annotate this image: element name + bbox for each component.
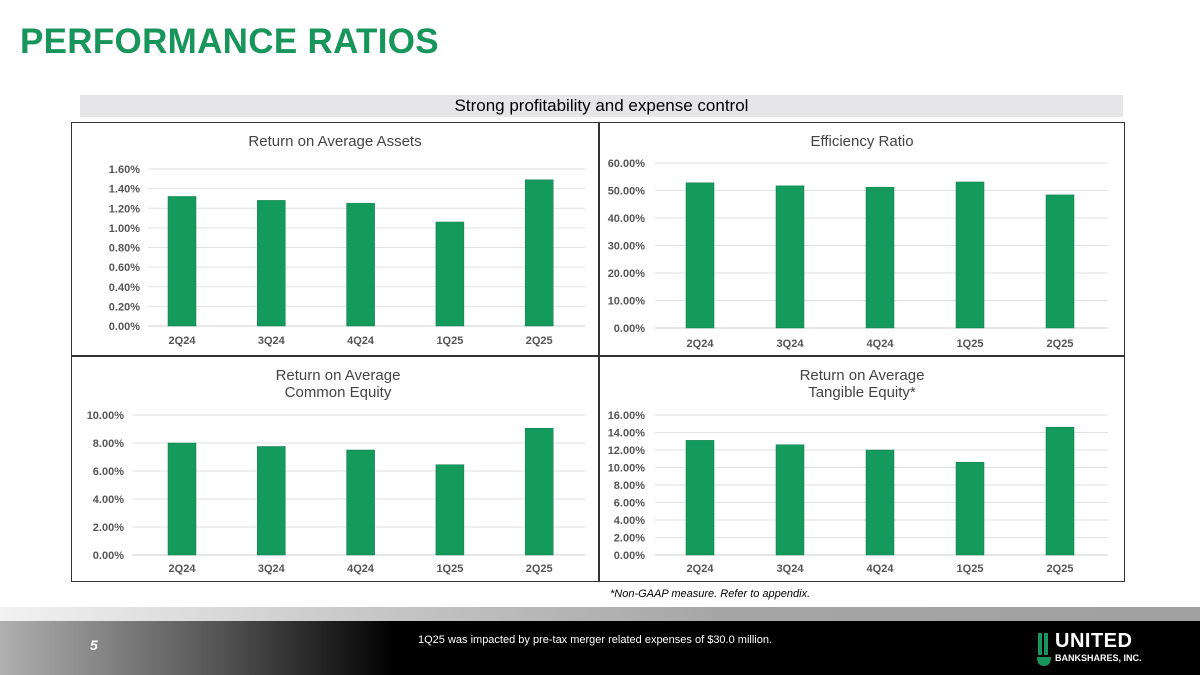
logo-subtext: BANKSHARES, INC. xyxy=(1055,653,1142,663)
bar-2Q24 xyxy=(167,196,197,327)
y-tick-label: 0.20% xyxy=(109,301,140,313)
x-tick-label: 2Q25 xyxy=(1047,563,1074,575)
bar-4Q24 xyxy=(346,449,375,556)
company-logo: UNITED BANKSHARES, INC. xyxy=(1037,630,1147,667)
divider xyxy=(71,355,1125,357)
chart-title: Return on Average Assets xyxy=(248,133,421,150)
y-tick-label: 10.00% xyxy=(87,410,125,422)
y-tick-label: 16.00% xyxy=(608,410,646,422)
y-tick-label: 6.00% xyxy=(93,466,124,478)
y-tick-label: 0.80% xyxy=(109,243,140,255)
chart-title: Return on Average xyxy=(800,367,925,384)
x-tick-label: 4Q24 xyxy=(347,335,375,347)
x-tick-label: 2Q24 xyxy=(169,563,197,575)
x-tick-label: 2Q25 xyxy=(526,335,553,347)
x-tick-label: 3Q24 xyxy=(258,563,286,575)
y-tick-label: 10.00% xyxy=(608,296,646,308)
logo-text: UNITED xyxy=(1055,630,1133,652)
chart-title: Tangible Equity* xyxy=(808,384,916,401)
x-tick-label: 2Q24 xyxy=(687,563,715,575)
x-tick-label: 2Q25 xyxy=(526,563,553,575)
y-tick-label: 2.00% xyxy=(93,522,124,534)
x-tick-label: 4Q24 xyxy=(867,338,895,350)
y-tick-label: 0.60% xyxy=(109,262,140,274)
bar-1Q25 xyxy=(955,181,985,329)
x-tick-label: 3Q24 xyxy=(777,338,805,350)
bar-2Q24 xyxy=(685,182,715,329)
y-tick-label: 40.00% xyxy=(608,213,646,225)
x-tick-label: 3Q24 xyxy=(258,335,286,347)
y-tick-label: 50.00% xyxy=(608,186,646,198)
bar-2Q24 xyxy=(167,442,197,556)
footer xyxy=(0,621,1200,675)
bar-2Q25 xyxy=(524,179,554,327)
footer-strip xyxy=(0,607,1200,621)
y-tick-label: 0.00% xyxy=(614,550,645,562)
bar-3Q24 xyxy=(775,185,805,329)
x-tick-label: 3Q24 xyxy=(777,563,805,575)
y-tick-label: 4.00% xyxy=(93,494,124,506)
page-number: 5 xyxy=(90,637,98,653)
chart-1: Return on Average Assets 0.00% 0.20% 0.40% 0… xyxy=(109,133,585,347)
x-tick-label: 2Q24 xyxy=(687,338,715,350)
bar-1Q25 xyxy=(955,462,985,556)
y-tick-label: 0.00% xyxy=(109,321,140,333)
y-tick-label: 4.00% xyxy=(614,515,645,527)
y-tick-label: 2.00% xyxy=(614,533,645,545)
bar-3Q24 xyxy=(257,200,286,327)
footer-note: 1Q25 was impacted by pre-tax merger rela… xyxy=(418,634,773,646)
y-tick-label: 8.00% xyxy=(93,438,124,450)
y-tick-label: 8.00% xyxy=(614,480,645,492)
y-tick-label: 30.00% xyxy=(608,241,646,253)
y-tick-label: 1.60% xyxy=(109,164,140,176)
y-tick-label: 1.40% xyxy=(109,184,140,196)
y-tick-label: 20.00% xyxy=(608,268,646,280)
x-tick-label: 1Q25 xyxy=(957,563,984,575)
x-tick-label: 4Q24 xyxy=(867,563,895,575)
logo-mark-icon xyxy=(1037,633,1051,666)
bar-2Q25 xyxy=(524,428,554,556)
divider xyxy=(598,122,600,582)
x-tick-label: 1Q25 xyxy=(436,335,463,347)
bar-4Q24 xyxy=(865,186,895,329)
page-title: PERFORMANCE RATIOS xyxy=(20,22,439,61)
x-tick-label: 1Q25 xyxy=(436,563,463,575)
y-tick-label: 0.00% xyxy=(614,323,645,335)
bar-3Q24 xyxy=(257,446,286,556)
bar-1Q25 xyxy=(435,464,465,556)
bar-3Q24 xyxy=(775,444,805,556)
y-tick-label: 6.00% xyxy=(614,498,645,510)
y-tick-label: 60.00% xyxy=(608,158,646,170)
y-tick-label: 1.20% xyxy=(109,203,140,215)
y-tick-label: 1.00% xyxy=(109,223,140,235)
bar-2Q25 xyxy=(1045,427,1075,556)
chart-title: Common Equity xyxy=(285,384,392,401)
y-tick-label: 0.00% xyxy=(93,550,124,562)
y-tick-label: 14.00% xyxy=(608,428,646,440)
footnote: *Non-GAAP measure. Refer to appendix. xyxy=(610,588,811,600)
bar-4Q24 xyxy=(346,203,375,327)
bar-4Q24 xyxy=(865,449,895,556)
x-tick-label: 4Q24 xyxy=(347,563,375,575)
x-tick-label: 1Q25 xyxy=(957,338,984,350)
y-tick-label: 10.00% xyxy=(608,463,646,475)
chart-2: Efficiency Ratio 0.00% 10.00% 20.00% 30.00% 4… xyxy=(608,133,1108,350)
bar-1Q25 xyxy=(435,221,465,327)
y-tick-label: 12.00% xyxy=(608,445,646,457)
chart-title: Return on Average xyxy=(276,367,401,384)
bar-2Q24 xyxy=(685,440,715,556)
chart-title: Efficiency Ratio xyxy=(810,133,913,150)
banner: Strong profitability and expense control xyxy=(80,95,1123,117)
y-tick-label: 0.40% xyxy=(109,282,140,294)
bar-2Q25 xyxy=(1045,194,1075,329)
x-tick-label: 2Q25 xyxy=(1047,338,1074,350)
x-tick-label: 2Q24 xyxy=(169,335,197,347)
